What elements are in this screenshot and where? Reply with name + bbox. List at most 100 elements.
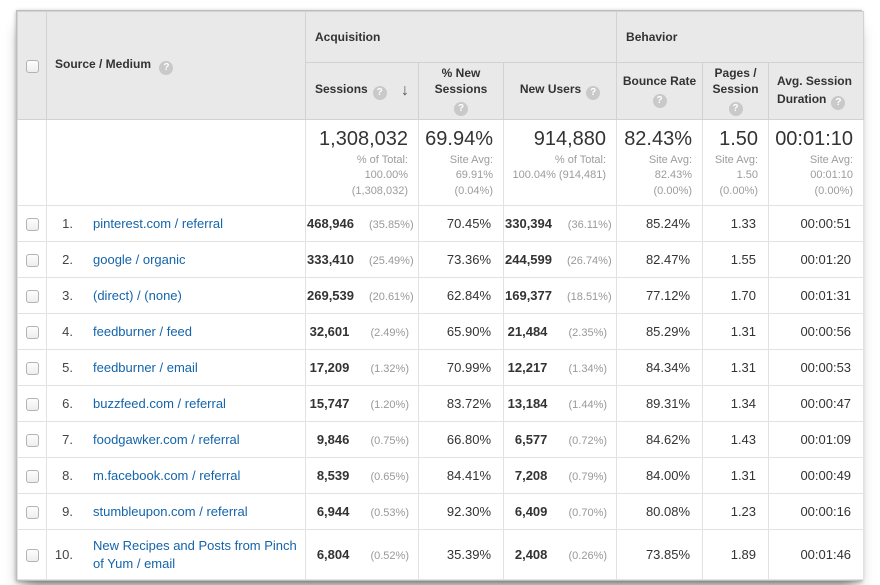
column-header-pct-new-sessions[interactable]: % New Sessions ? xyxy=(418,62,504,120)
table-row: 4. feedburner / feed 32,601 (2.49%) 65.90… xyxy=(17,313,865,351)
column-header-bounce-rate[interactable]: Bounce Rate ? xyxy=(616,62,704,120)
row-checkbox[interactable] xyxy=(25,506,39,520)
source-medium-link[interactable]: buzzfeed.com / referral xyxy=(93,395,226,411)
column-header-avg-session-duration[interactable]: Avg. Session Duration? xyxy=(768,62,865,120)
table-row: 9. stumbleupon.com / referral 6,944 (0.53… xyxy=(17,493,865,531)
new-users-label: New Users xyxy=(519,82,582,96)
pages-session-cell: 1.43 xyxy=(702,421,770,459)
bounce-rate-cell: 73.85% xyxy=(616,529,704,581)
row-rank: 7. xyxy=(62,432,73,448)
table-row: 1. pinterest.com / referral 468,946 (35.8… xyxy=(17,205,865,243)
pages-session-cell: 1.33 xyxy=(702,205,770,243)
new-users-value: 13,184 xyxy=(507,396,548,412)
new-users-percent: (26.74%) xyxy=(566,255,612,268)
row-rank: 1. xyxy=(62,216,73,232)
pages-session-cell: 1.70 xyxy=(702,277,770,315)
table-row: 6. buzzfeed.com / referral 15,747 (1.20%)… xyxy=(17,385,865,423)
row-checkbox[interactable] xyxy=(25,398,39,412)
total-bounce-rate-sub: (0.00%) xyxy=(653,184,693,197)
total-pct-new-sessions-sub: (0.04%) xyxy=(454,184,493,197)
new-users-value: 12,217 xyxy=(507,360,548,376)
pct-new-sessions-cell: 70.99% xyxy=(418,349,504,387)
source-medium-link[interactable]: stumbleupon.com / referral xyxy=(93,503,248,519)
sessions-label: Sessions xyxy=(315,82,368,96)
totals-avg-session-duration: 00:01:10 Site Avg: 00:01:10 (0.00%) xyxy=(768,118,865,207)
source-cell: 1. pinterest.com / referral xyxy=(46,205,306,243)
source-cell: 7. foodgawker.com / referral xyxy=(46,421,306,459)
row-checkbox[interactable] xyxy=(25,470,39,484)
pages-session-label: Pages / Session xyxy=(712,66,759,96)
sessions-cell: 17,209 (1.32%) xyxy=(305,349,419,387)
new-users-value: 330,394 xyxy=(505,216,552,232)
column-header-new-users[interactable]: New Users? xyxy=(502,62,618,120)
new-users-value: 6,409 xyxy=(514,504,548,520)
sessions-value: 468,946 xyxy=(307,216,354,232)
row-checkbox[interactable] xyxy=(25,254,39,268)
row-checkbox[interactable] xyxy=(25,218,39,232)
row-checkbox[interactable] xyxy=(25,434,39,448)
source-medium-link[interactable]: feedburner / feed xyxy=(93,323,193,339)
total-sessions-sub: % of Total: xyxy=(356,154,408,166)
sessions-value: 8,539 xyxy=(316,468,350,484)
help-icon[interactable]: ? xyxy=(728,101,743,116)
source-medium-link[interactable]: pinterest.com / referral xyxy=(93,215,224,231)
help-icon[interactable]: ? xyxy=(652,93,667,108)
group-header-behavior: Behavior xyxy=(616,11,865,63)
sessions-percent: (35.85%) xyxy=(368,219,414,232)
avg-duration-cell: 00:00:49 xyxy=(768,457,865,495)
pct-new-sessions-cell: 35.39% xyxy=(418,529,504,581)
source-medium-link[interactable]: m.facebook.com / referral xyxy=(93,467,241,483)
bounce-rate-cell: 85.29% xyxy=(616,313,704,351)
pct-new-sessions-cell: 84.41% xyxy=(418,457,504,495)
pages-session-cell: 1.23 xyxy=(702,493,770,531)
row-rank: 2. xyxy=(62,252,73,268)
row-checkbox[interactable] xyxy=(25,549,39,563)
help-icon[interactable]: ? xyxy=(372,86,387,100)
column-header-sessions[interactable]: Sessions? ↓ xyxy=(305,62,419,120)
acquisition-label: Acquisition xyxy=(315,30,381,44)
sessions-percent: (1.32%) xyxy=(370,363,409,376)
new-users-cell: 244,599 (26.74%) xyxy=(502,241,618,279)
total-avg-duration-sub: 00:01:10 xyxy=(810,169,854,182)
column-header-pages-session[interactable]: Pages / Session ? xyxy=(702,62,770,120)
pct-new-sessions-cell: 66.80% xyxy=(418,421,504,459)
source-medium-report-table: Source / Medium ? Acquisition Behavior S… xyxy=(16,10,865,582)
source-medium-link[interactable]: foodgawker.com / referral xyxy=(93,431,240,447)
help-icon[interactable]: ? xyxy=(159,60,174,75)
total-avg-duration-sub: Site Avg: xyxy=(809,154,854,166)
select-all-checkbox[interactable] xyxy=(25,59,39,73)
source-cell: 4. feedburner / feed xyxy=(46,313,306,351)
pages-session-cell: 1.31 xyxy=(702,349,770,387)
sessions-cell: 32,601 (2.49%) xyxy=(305,313,419,351)
source-medium-link[interactable]: (direct) / (none) xyxy=(93,287,182,303)
sessions-value: 333,410 xyxy=(307,252,354,268)
total-bounce-rate-sub: Site Avg: xyxy=(648,154,693,166)
column-header-source-medium[interactable]: Source / Medium ? xyxy=(46,11,306,120)
totals-new-users: 914,880 % of Total: 100.04% (914,481) xyxy=(502,118,618,207)
new-users-value: 21,484 xyxy=(507,324,548,340)
sessions-cell: 9,846 (0.75%) xyxy=(305,421,419,459)
row-checkbox[interactable] xyxy=(25,326,39,340)
new-users-cell: 7,208 (0.79%) xyxy=(502,457,618,495)
help-icon[interactable]: ? xyxy=(586,86,601,100)
source-medium-link[interactable]: New Recipes and Posts from Pinch of Yum … xyxy=(93,538,297,571)
row-checkbox-cell xyxy=(17,421,47,459)
help-icon[interactable]: ? xyxy=(831,96,846,111)
new-users-percent: (0.79%) xyxy=(568,471,608,484)
source-medium-link[interactable]: feedburner / email xyxy=(93,359,198,375)
row-checkbox[interactable] xyxy=(25,362,39,376)
sessions-percent: (0.65%) xyxy=(370,471,409,484)
new-users-percent: (18.51%) xyxy=(566,291,612,304)
new-users-cell: 330,394 (36.11%) xyxy=(502,205,618,243)
help-icon[interactable]: ? xyxy=(454,101,468,116)
source-medium-label: Source / Medium xyxy=(55,56,152,71)
row-rank: 3. xyxy=(62,288,73,304)
row-checkbox[interactable] xyxy=(25,290,39,304)
source-cell: 2. google / organic xyxy=(46,241,306,279)
source-medium-link[interactable]: google / organic xyxy=(93,251,186,267)
sessions-value: 6,804 xyxy=(316,547,350,563)
bounce-rate-cell: 82.47% xyxy=(616,241,704,279)
bounce-rate-cell: 85.24% xyxy=(616,205,704,243)
pages-session-cell: 1.34 xyxy=(702,385,770,423)
source-cell: 10. New Recipes and Posts from Pinch of Y… xyxy=(46,529,306,581)
